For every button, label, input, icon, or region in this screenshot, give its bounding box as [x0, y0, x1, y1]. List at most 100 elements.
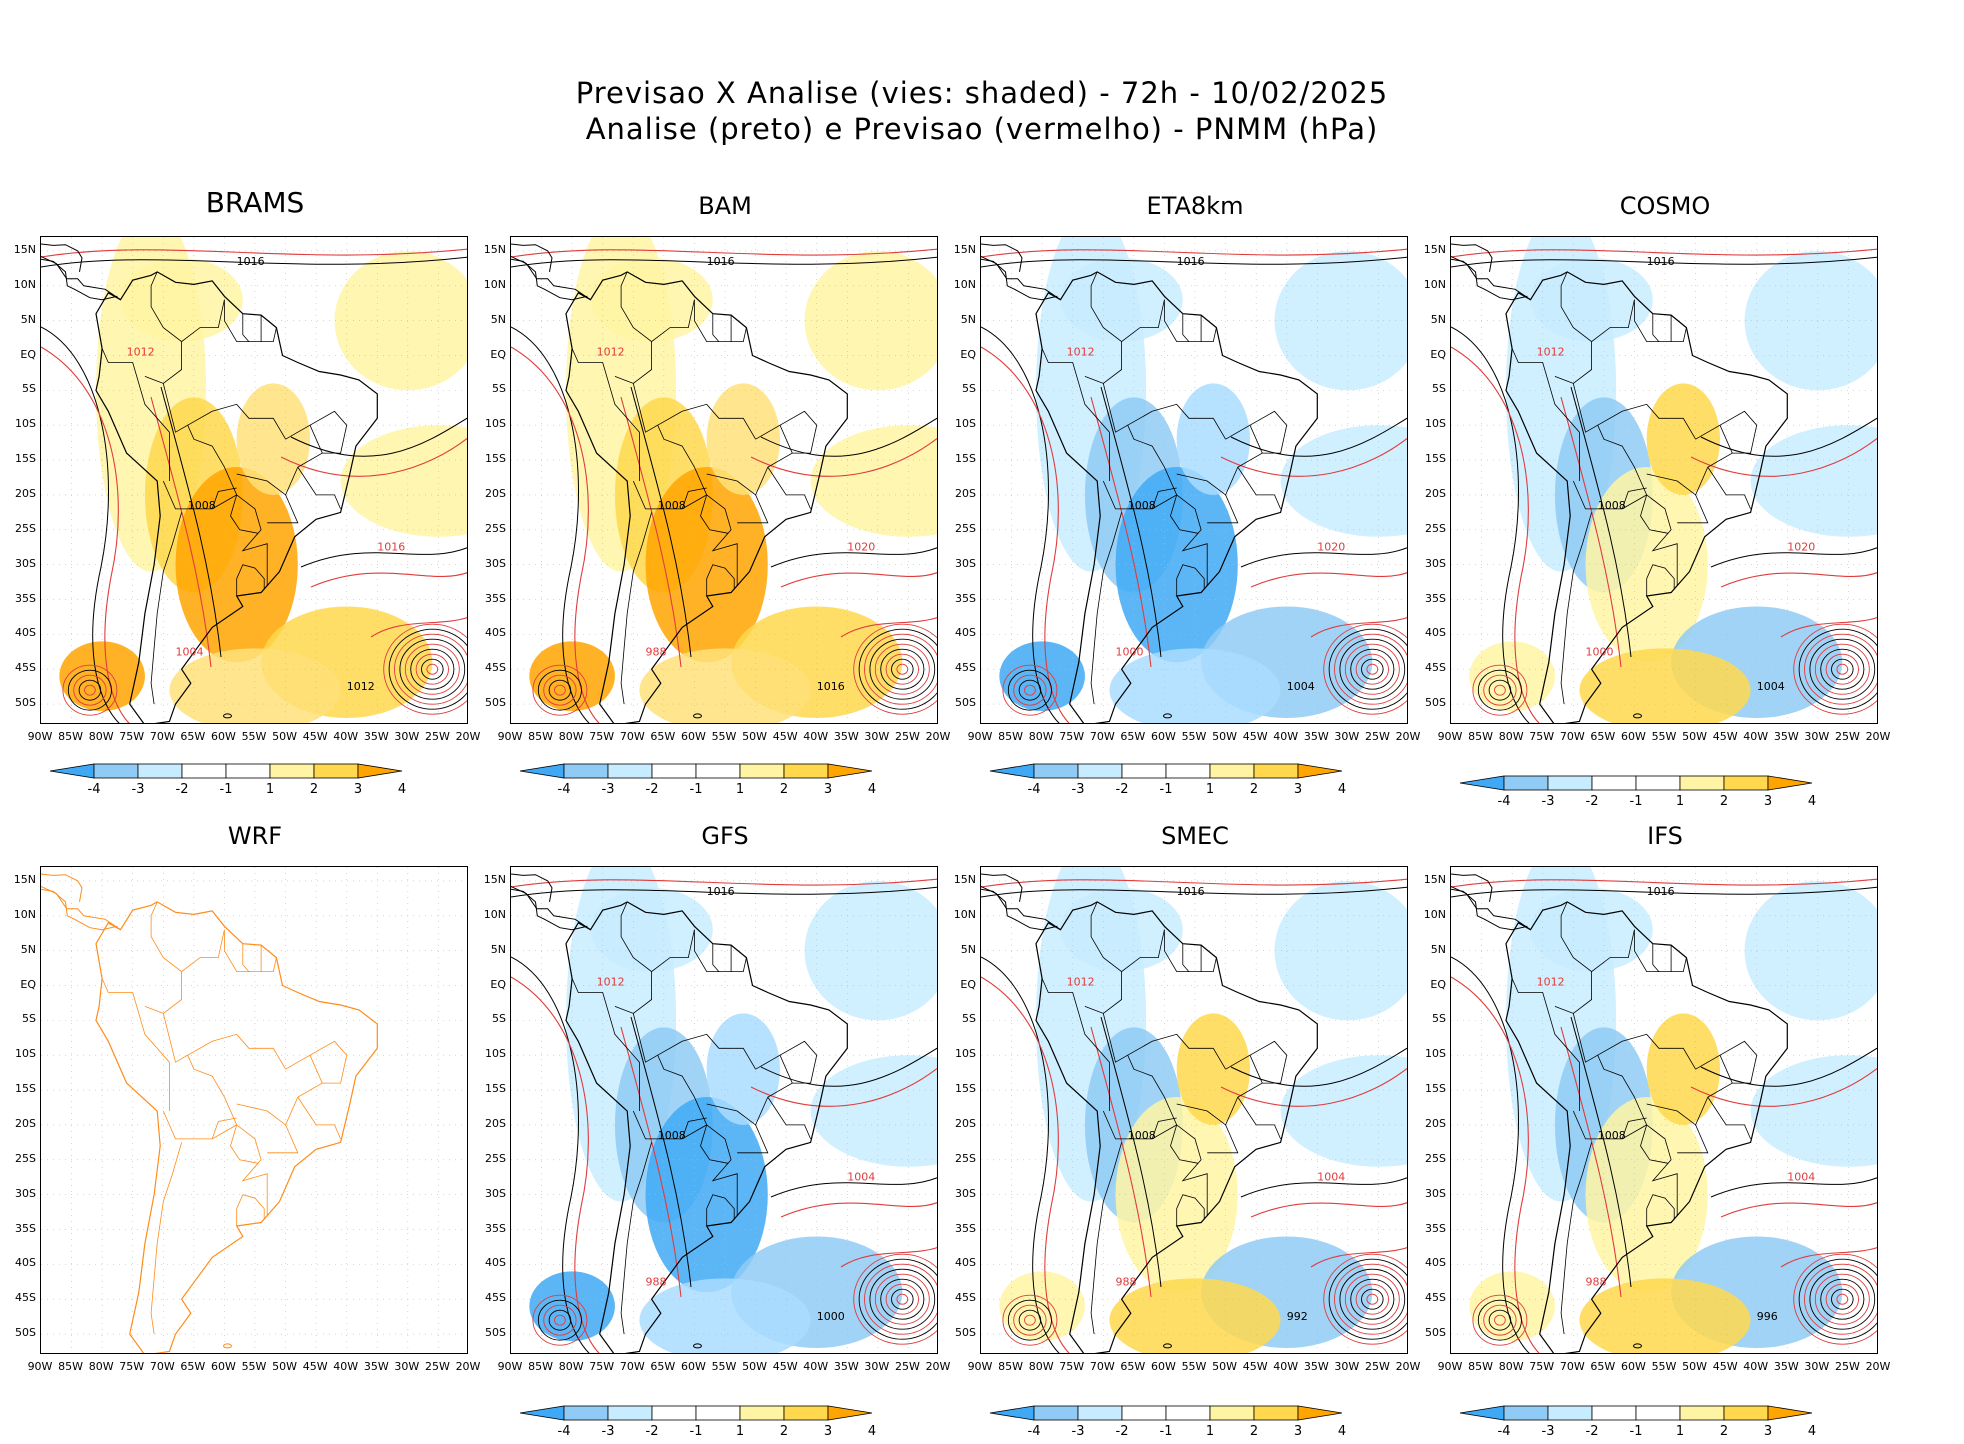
lon-tick-label: 75W: [1529, 730, 1555, 743]
country-border: [681, 1117, 707, 1140]
colorbar-segment: [1253, 1405, 1299, 1421]
lat-tick-label: 20S: [485, 1116, 506, 1130]
country-border: [162, 480, 237, 510]
lat-tick-label: 35S: [1425, 591, 1446, 605]
country-border: [706, 1194, 735, 1226]
analysis-contour: [1710, 547, 1877, 568]
lat-tick-label: 5S: [962, 1012, 976, 1026]
forecast-contour: [1451, 248, 1877, 258]
country-border: [1084, 1006, 1208, 1216]
colorbar-label: 1: [1675, 1424, 1685, 1439]
lon-tick-label: 65W: [180, 730, 206, 743]
bias-shading: [1744, 250, 1877, 391]
colorbar-segment: [1635, 775, 1681, 791]
country-border: [211, 487, 237, 510]
country-border: [633, 341, 653, 384]
lon-tick-label: 50W: [272, 730, 297, 743]
colorbar-segment: [137, 763, 183, 779]
colorbar-segment: [695, 1405, 741, 1421]
colorbar-label: -4: [1497, 794, 1511, 809]
lat-tick-label: 10N: [13, 907, 36, 921]
bias-shading: [1579, 1278, 1751, 1353]
lat-tick-label: 40S: [955, 1256, 976, 1270]
country-border: [1646, 1194, 1675, 1226]
forecast-contour: [780, 572, 937, 588]
contour-label: 1008: [658, 499, 686, 512]
colorbar-segment: [989, 763, 1035, 779]
contour-label: 1008: [658, 1129, 686, 1142]
lon-tick-label: 75W: [1059, 730, 1085, 743]
lat-tick-label: 50S: [1425, 1326, 1446, 1340]
panel-bam: BAM 1016 1012 1008 1020 1016 988 15N 10N 5N EQ 5S 10…: [470, 192, 951, 797]
lat-tick-label: 50S: [485, 696, 506, 710]
lat-tick-label: 10S: [485, 417, 506, 431]
panel-title: WRF: [227, 822, 283, 850]
map-canvas: 1016 1012 1008 1020 1004 1000: [1451, 237, 1877, 723]
lon-tick-label: 50W: [1212, 1360, 1237, 1373]
map-canvas: 1016 1012 1008 1004 992 988: [981, 867, 1407, 1353]
colorbar-segment: [651, 1405, 697, 1421]
lat-tick-label: EQ: [20, 977, 36, 991]
colorbar-label: 2: [1249, 782, 1259, 797]
lon-tick-label: 65W: [650, 730, 676, 743]
analysis-contour: [981, 256, 1407, 268]
lat-tick-label: 10N: [483, 277, 506, 291]
lon-tick-label: 40W: [803, 1360, 829, 1373]
forecast-contour: [370, 617, 467, 638]
country-border: [632, 480, 707, 510]
contour-label: 988: [646, 1275, 667, 1288]
lon-tick-label: 20W: [925, 1360, 951, 1373]
panel-wrf: WRF 15N 10N 5N EQ 5S 10S 15S 20S 25S 30S 35S 40S 45S 5…: [0, 822, 481, 1402]
lat-tick-label: 5N: [1430, 942, 1446, 956]
lat-tick-label: 30S: [955, 1186, 976, 1200]
contour-label: 1008: [1128, 499, 1156, 512]
lon-tick-label: 65W: [1590, 730, 1616, 743]
lon-tick-label: 85W: [528, 1360, 553, 1373]
country-border: [1163, 929, 1217, 972]
forecast-contour: [1780, 1247, 1877, 1268]
colorbar-segment: [1591, 775, 1637, 791]
country-border: [620, 901, 695, 973]
lat-tick-label: 25S: [15, 521, 36, 535]
country-border: [1560, 271, 1635, 343]
country-border: [267, 494, 299, 524]
country-border: [712, 313, 720, 342]
colorbar-label: -2: [645, 1424, 659, 1439]
country-border: [309, 1040, 348, 1084]
map-frame: 1016 1012 1008 1020 1016 988: [510, 236, 938, 724]
forecast-contour: [1451, 976, 1540, 1353]
lat-tick-label: 10N: [1423, 277, 1446, 291]
country-border: [700, 1124, 729, 1164]
colorbar-segment: [783, 763, 829, 779]
map-frame: 1016 1012 1008 1004 996 988: [1450, 866, 1878, 1354]
lon-tick-label: 30W: [394, 1360, 420, 1373]
country-border: [571, 978, 640, 1111]
lon-tick-label: 70W: [149, 1360, 175, 1373]
colorbar-segment: [1635, 1405, 1681, 1421]
lat-tick-label: 15S: [15, 452, 36, 466]
forecast-contour: [620, 1026, 682, 1298]
country-border: [1090, 901, 1165, 973]
colorbar-segment: [519, 763, 565, 779]
colorbar-label: -1: [689, 782, 703, 797]
coastline: [95, 271, 378, 723]
lon-tick-label: 20W: [1865, 730, 1891, 743]
lat-tick-label: 15S: [485, 452, 506, 466]
lon-tick-label: 60W: [680, 1360, 706, 1373]
lon-tick-label: 55W: [241, 730, 267, 743]
map-canvas: [41, 867, 467, 1353]
analysis-contour: [770, 547, 937, 568]
colorbar-label: 1: [735, 782, 745, 797]
lon-tick-label: 60W: [680, 730, 706, 743]
map-frame: 1016 1012 1008 1004 1000 988: [510, 866, 938, 1354]
lon-tick-label: 40W: [803, 730, 829, 743]
lat-tick-label: 50S: [485, 1326, 506, 1340]
lon-tick-label: 75W: [1529, 1360, 1555, 1373]
lat-tick-label: 30S: [955, 556, 976, 570]
lon-tick-label: 65W: [1120, 730, 1146, 743]
country-border: [1640, 1124, 1669, 1164]
coastline: [565, 901, 848, 1353]
country-border: [309, 410, 348, 454]
forecast-contour: [780, 1202, 937, 1218]
bias-shading: [804, 250, 937, 391]
